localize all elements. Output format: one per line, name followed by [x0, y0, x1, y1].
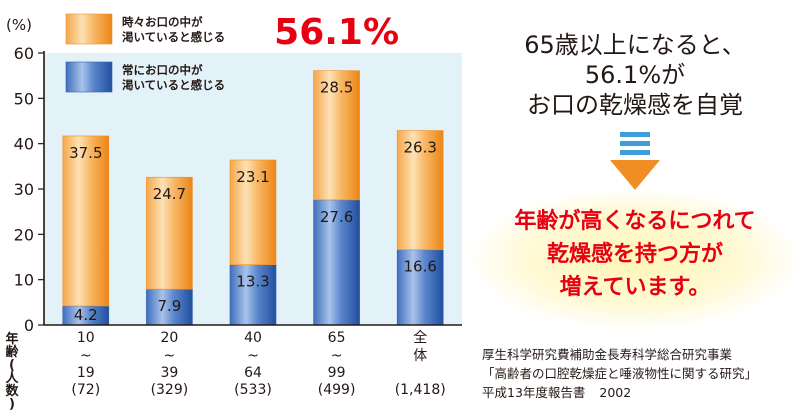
- x-axis-title-char: (: [9, 358, 15, 373]
- y-tick-label: 0: [24, 316, 34, 335]
- bar-value-label: 28.5: [320, 79, 353, 97]
- category-label-bottom: 99: [328, 365, 346, 381]
- headline: 65歳以上になると、 56.1%が お口の乾燥感を自覚: [470, 30, 800, 120]
- y-tick-label: 10: [14, 271, 34, 290]
- category-count: (533): [234, 382, 272, 398]
- y-tick-label: 50: [14, 89, 34, 108]
- source-citation: 厚生科学研究費補助金長寿科学総合研究事業 「高齢者の口腔乾燥症と唾液物性に関する…: [482, 345, 800, 402]
- bar-value-label: 13.3: [236, 273, 269, 291]
- bar-segment: [313, 70, 360, 201]
- arrow-stripe-1: [620, 132, 650, 137]
- summary-panel: 65歳以上になると、 56.1%が お口の乾燥感を自覚 年齢が高くなるにつれて …: [470, 0, 800, 420]
- bar-value-label: 16.6: [403, 258, 436, 276]
- x-axis-title-char: 人: [5, 370, 19, 386]
- category-count: (499): [318, 382, 356, 398]
- y-axis-unit-label: (%): [6, 16, 32, 34]
- source-line-3: 平成13年度報告書 2002: [482, 383, 800, 402]
- source-line-1: 厚生科学研究費補助金長寿科学総合研究事業: [482, 347, 733, 362]
- legend-swatch: [65, 61, 113, 93]
- x-axis-title-char: 齢: [5, 344, 19, 360]
- x-axis-title-char: 年: [5, 331, 18, 347]
- category-label-bottom: 39: [160, 365, 178, 381]
- category-label-sep: ~: [247, 348, 259, 364]
- category-label-bottom: 64: [244, 365, 262, 381]
- legend-label-line-1: 時々お口の中が: [122, 15, 203, 29]
- bar-segment: [396, 249, 444, 326]
- stacked-bar-chart: 0 10 20 30 40 50 60 (%) 4.2 37.5 10 ~19(72) 7.9 24.7 2…: [5, 12, 462, 412]
- x-axis-title-char: ): [9, 397, 15, 412]
- x-axis-title-char: 数: [5, 383, 19, 399]
- legend-label-line-1: 常にお口の中が: [122, 63, 203, 77]
- bar-value-label: 27.6: [320, 208, 353, 226]
- y-tick-label: 60: [14, 44, 34, 63]
- legend-swatch: [65, 13, 113, 45]
- y-tick-label: 20: [14, 225, 34, 244]
- bar-value-label: 4.2: [74, 306, 98, 324]
- legend-label-line-2: 渇いていると感じる: [122, 30, 225, 44]
- conclusion-line-2: 乾燥感を持つ方が: [546, 242, 723, 267]
- category-label-top: 20: [160, 330, 178, 346]
- source-year: 2002: [599, 385, 632, 400]
- bar-value-label: 24.7: [153, 185, 186, 203]
- conclusion-line-1: 年齢が高くなるにつれて: [514, 209, 756, 234]
- bar-value-label: 37.5: [69, 144, 102, 162]
- down-arrow-icon: [610, 132, 660, 190]
- bar-value-label: 23.1: [236, 168, 269, 186]
- category-count: (329): [151, 382, 189, 398]
- headline-line-1: 65歳以上になると、: [524, 31, 746, 59]
- category-label-sep: ~: [80, 348, 92, 364]
- highlight-total: 56.1%: [274, 12, 399, 53]
- bar-segment: [146, 176, 193, 290]
- conclusion: 年齢が高くなるにつれて 乾燥感を持つ方が 増えています。: [470, 205, 800, 304]
- bar-segment: [62, 135, 110, 307]
- bar-segment: [229, 159, 277, 266]
- arrow-stripe-2: [620, 141, 650, 146]
- headline-line-3: お口の乾燥感を自覚: [527, 91, 743, 119]
- bar-value-label: 7.9: [157, 297, 181, 315]
- headline-line-2: 56.1%が: [584, 61, 686, 89]
- category-label-bottom: 19: [77, 365, 95, 381]
- category-label-sep: ~: [164, 348, 176, 364]
- category-count: (1,418): [395, 382, 446, 398]
- category-label-sep: ~: [331, 348, 343, 364]
- source-line-2: 「高齢者の口腔乾燥症と唾液物性に関する研究」: [482, 366, 758, 381]
- arrow-stripe-3: [620, 150, 650, 155]
- y-tick-label: 40: [14, 135, 34, 154]
- source-report: 平成13年度報告書: [482, 385, 586, 400]
- bar-value-label: 26.3: [403, 139, 436, 157]
- bar-segment: [396, 130, 444, 251]
- arrow-head: [610, 160, 660, 190]
- category-label-top: 40: [244, 330, 262, 346]
- conclusion-glow: [470, 188, 800, 330]
- category-label-sep: 体: [413, 348, 427, 364]
- category-label-top: 全: [413, 329, 427, 346]
- legend-label-line-2: 渇いていると感じる: [122, 78, 225, 92]
- category-label-top: 10: [77, 330, 95, 346]
- category-count: (72): [71, 382, 100, 398]
- y-tick-label: 30: [14, 180, 34, 199]
- category-label-top: 65: [328, 330, 346, 346]
- conclusion-line-3: 増えています。: [559, 275, 711, 300]
